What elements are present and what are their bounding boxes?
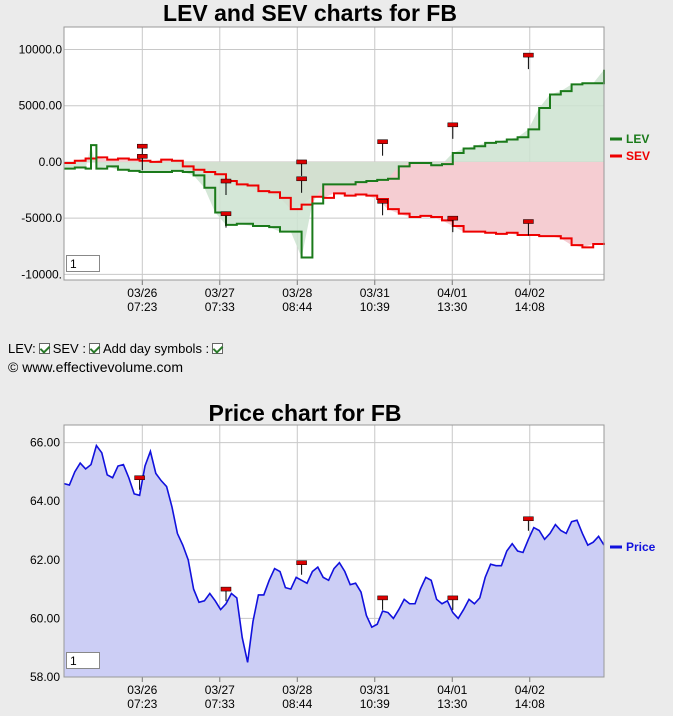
lev-line [64, 69, 605, 259]
price-area [64, 445, 604, 677]
day-marker [220, 211, 232, 216]
y-tick-label: 0.00 [39, 155, 63, 169]
day-marker [296, 159, 307, 165]
x-tick-label-time: 07:23 [127, 300, 157, 314]
x-tick-label-time: 07:33 [205, 300, 235, 314]
day-marker [377, 139, 388, 144]
y-tick-label: 64.00 [30, 494, 60, 508]
plot-border [63, 424, 605, 678]
y-tick-label: -10000. [21, 267, 62, 281]
y-tick-label: 62.00 [30, 553, 60, 567]
x-tick-label-time: 08:44 [282, 300, 312, 314]
day-marker [296, 176, 307, 182]
x-tick-label-date: 03/26 [127, 286, 157, 300]
y-tick-label: -5000.0 [21, 211, 62, 225]
day-marker [377, 199, 388, 204]
price-chart-title: Price chart for FB [208, 400, 402, 426]
y-tick-label: 5000.00 [19, 99, 63, 113]
zoom-input-top[interactable]: 1 [66, 255, 100, 272]
sev-area [64, 157, 604, 248]
x-tick-label-date: 03/31 [360, 286, 390, 300]
x-tick-label-date: 04/02 [515, 683, 545, 697]
x-tick-label-time: 07:33 [205, 697, 235, 711]
day-symbols-checkbox-label: Add day symbols : [102, 341, 210, 356]
day-marker [220, 586, 232, 592]
x-tick-label-date: 04/01 [437, 286, 467, 300]
day-marker [523, 219, 534, 224]
x-tick-label-time: 08:44 [282, 697, 312, 711]
price-legend-label: Price [626, 540, 656, 554]
sev-checkbox-label: SEV : [52, 341, 86, 356]
y-tick-label: 60.00 [30, 611, 60, 625]
x-tick-label-date: 03/31 [360, 683, 390, 697]
x-tick-label-date: 03/28 [282, 683, 312, 697]
lev-sev-chart-title: LEV and SEV charts for FB [163, 0, 457, 26]
zoom-input-bottom[interactable]: 1 [66, 652, 100, 669]
x-tick-label-time: 10:39 [360, 300, 390, 314]
day-marker [137, 143, 148, 149]
day-marker [220, 178, 232, 184]
x-tick-label-date: 03/28 [282, 286, 312, 300]
day-marker [377, 595, 388, 601]
day-marker [296, 560, 307, 565]
y-tick-label: 66.00 [30, 436, 60, 450]
x-tick-label-time: 14:08 [515, 300, 545, 314]
sev-checkbox[interactable] [88, 343, 100, 354]
x-tick-label-time: 13:30 [437, 697, 467, 711]
x-tick-label-date: 03/26 [127, 683, 157, 697]
day-marker [447, 595, 459, 601]
day-marker [137, 154, 148, 159]
x-tick-label-time: 13:30 [437, 300, 467, 314]
day-marker [447, 215, 459, 221]
x-tick-label-time: 14:08 [515, 697, 545, 711]
sev-legend-label: SEV [626, 149, 650, 163]
chart-options-bar: LEV: SEV : Add day symbols : [8, 341, 224, 356]
lev-checkbox[interactable] [38, 343, 50, 354]
x-tick-label-date: 03/27 [205, 683, 235, 697]
x-tick-label-date: 04/01 [437, 683, 467, 697]
site-credit: © www.effectivevolume.com [8, 359, 184, 375]
day-marker [523, 52, 534, 58]
sev-line [64, 156, 605, 249]
y-tick-label: 10000.0 [19, 42, 63, 56]
x-tick-label-date: 04/02 [515, 286, 545, 300]
x-tick-label-date: 03/27 [205, 286, 235, 300]
y-tick-label: 58.00 [30, 670, 60, 684]
price-line [63, 443, 605, 663]
plot-border [63, 26, 605, 281]
lev-checkbox-label: LEV: [8, 341, 36, 356]
x-tick-label-time: 07:23 [127, 697, 157, 711]
x-tick-label-time: 10:39 [360, 697, 390, 711]
day-marker [134, 475, 145, 480]
lev-area [64, 69, 604, 258]
day-marker [447, 122, 459, 128]
day-marker [523, 516, 534, 522]
lev-legend-label: LEV [626, 132, 649, 146]
day-symbols-checkbox[interactable] [212, 343, 224, 354]
